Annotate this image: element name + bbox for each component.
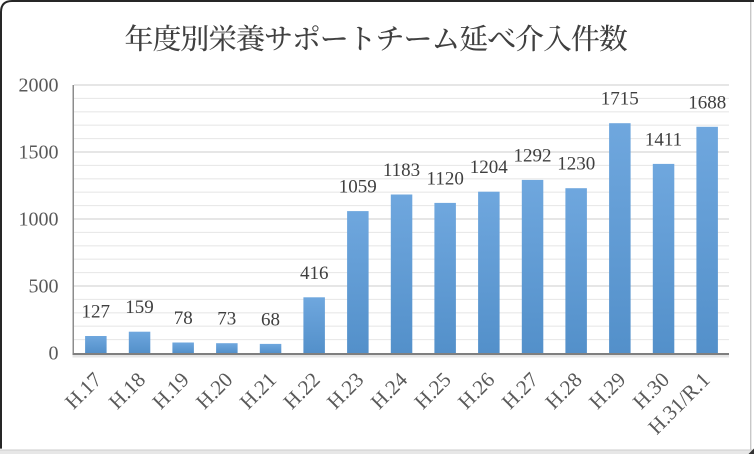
svg-text:1183: 1183 xyxy=(383,160,420,181)
svg-text:1715: 1715 xyxy=(601,89,639,110)
svg-text:416: 416 xyxy=(300,263,329,284)
svg-text:1688: 1688 xyxy=(688,92,726,113)
svg-text:1000: 1000 xyxy=(19,208,59,230)
svg-text:1500: 1500 xyxy=(19,141,59,163)
svg-text:1230: 1230 xyxy=(557,154,595,175)
svg-text:1292: 1292 xyxy=(514,145,552,166)
svg-text:2000: 2000 xyxy=(19,74,59,96)
svg-text:127: 127 xyxy=(82,302,111,323)
svg-text:1411: 1411 xyxy=(645,129,682,150)
svg-text:159: 159 xyxy=(125,297,154,318)
svg-text:78: 78 xyxy=(174,308,193,329)
svg-text:1059: 1059 xyxy=(339,177,377,198)
svg-text:1204: 1204 xyxy=(470,157,509,178)
svg-text:73: 73 xyxy=(217,309,236,330)
svg-text:1120: 1120 xyxy=(427,168,464,189)
svg-text:500: 500 xyxy=(29,275,59,297)
svg-text:68: 68 xyxy=(261,309,280,330)
svg-text:0: 0 xyxy=(49,342,59,364)
